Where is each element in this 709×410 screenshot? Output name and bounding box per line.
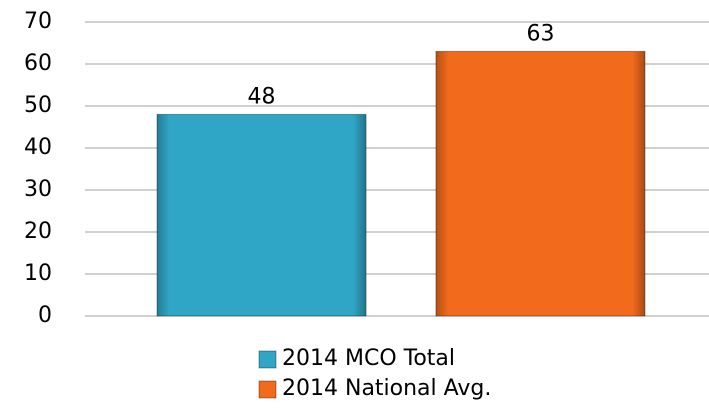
y-tick-label: 40: [24, 135, 52, 160]
legend-label: 2014 National Avg.: [282, 376, 491, 401]
legend-swatch: [258, 380, 277, 399]
y-tick-label: 0: [38, 303, 52, 328]
data-label: 63: [526, 21, 554, 46]
y-tick-label: 10: [24, 261, 52, 286]
bar: [435, 50, 646, 317]
data-label: 48: [248, 84, 276, 109]
bar: [156, 113, 367, 317]
y-tick-label: 60: [24, 51, 52, 76]
legend-swatch: [258, 350, 277, 369]
y-tick-label: 20: [24, 219, 52, 244]
legend-label: 2014 MCO Total: [282, 346, 455, 371]
y-tick-label: 30: [24, 177, 52, 202]
y-tick-label: 70: [24, 9, 52, 34]
y-tick-label: 50: [24, 93, 52, 118]
